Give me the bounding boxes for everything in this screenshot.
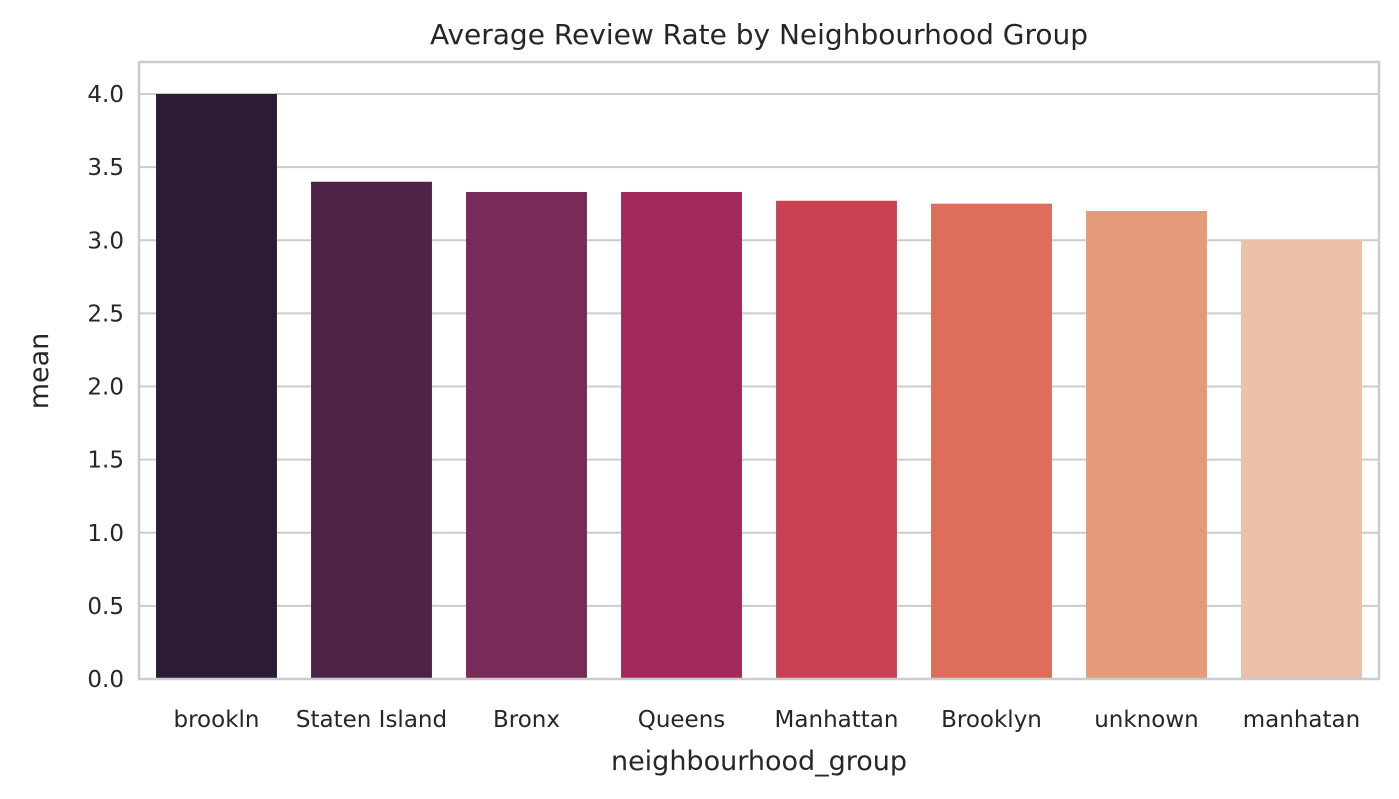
x-tick-label: unknown <box>1094 707 1199 733</box>
x-axis-title: neighbourhood_group <box>611 746 907 777</box>
x-tick-label: Brooklyn <box>941 707 1042 733</box>
y-tick-labels: 0.0 0.5 1.0 1.5 2.0 2.5 3.0 3.5 4.0 <box>87 82 124 693</box>
x-tick-label: Staten Island <box>296 707 447 733</box>
bar-bronx <box>466 191 587 680</box>
x-tick-label: Bronx <box>493 707 560 733</box>
y-tick-label: 4.0 <box>87 82 124 108</box>
y-tick-label: 0.5 <box>87 594 124 620</box>
y-tick-label: 2.5 <box>87 301 124 327</box>
y-tick-label: 1.0 <box>87 521 124 547</box>
x-tick-label: brookln <box>174 707 260 733</box>
y-tick-label: 0.0 <box>87 667 124 693</box>
bar-manhatan <box>1241 240 1362 679</box>
bar-brooklyn <box>931 203 1052 679</box>
x-tick-labels: brookln Staten Island Bronx Queens Manhattan… <box>174 707 1361 733</box>
bar-brookln <box>156 94 277 679</box>
bar-unknown <box>1086 211 1207 679</box>
plot-frame <box>137 60 1381 681</box>
x-tick-label: Manhattan <box>775 707 899 733</box>
bar-manhattan <box>776 200 897 679</box>
y-axis-title: mean <box>24 333 55 410</box>
bars <box>156 94 1362 680</box>
bar-staten-island <box>311 181 432 679</box>
y-tick-label: 3.0 <box>87 228 124 254</box>
x-tick-label: manhatan <box>1243 707 1360 733</box>
chart-title: Average Review Rate by Neighbourhood Gro… <box>430 18 1088 51</box>
y-tick-label: 1.5 <box>87 448 124 474</box>
x-tick-label: Queens <box>638 707 726 733</box>
y-tick-label: 2.0 <box>87 375 124 401</box>
y-tick-label: 3.5 <box>87 155 124 181</box>
bar-queens <box>621 191 742 680</box>
